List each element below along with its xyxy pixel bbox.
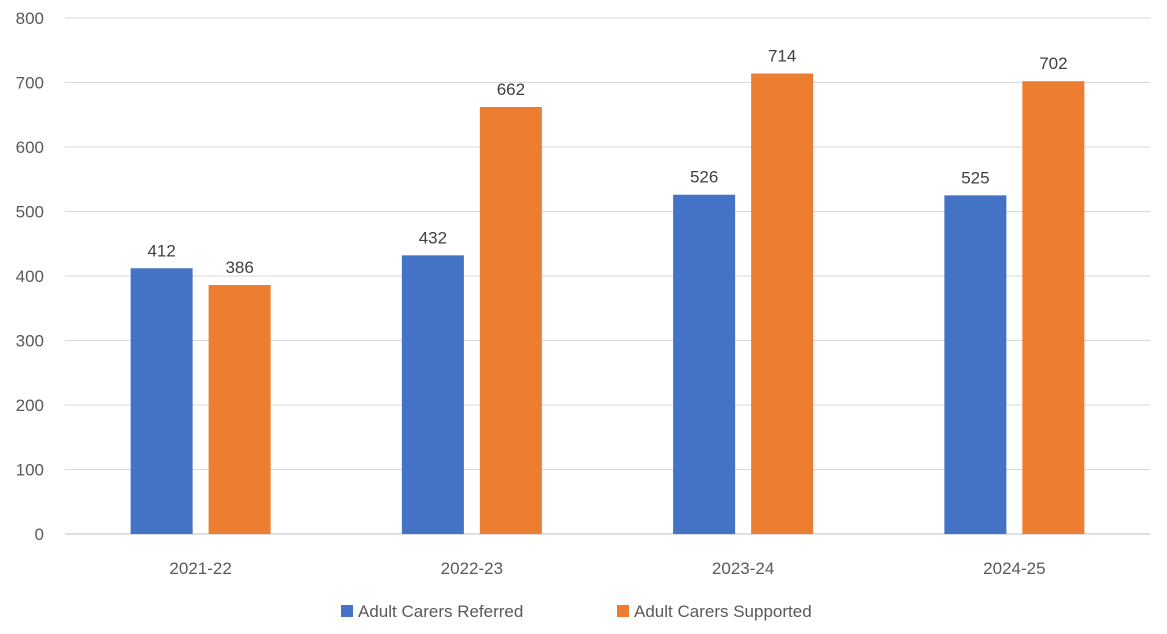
y-tick-label: 200: [16, 396, 44, 415]
legend-swatch: [617, 605, 629, 617]
bar-adult-carers-supported-2024-25: [1022, 81, 1085, 535]
x-tick-label: 2024-25: [983, 559, 1045, 578]
bar-adult-carers-supported-2021-22: [208, 285, 271, 534]
y-tick-label: 400: [16, 267, 44, 286]
data-label: 432: [419, 228, 447, 247]
bar-adult-carers-supported-2023-24: [751, 73, 814, 534]
x-axis-ticks: 2021-22 2022-23 2023-24 2024-25: [169, 559, 1045, 578]
y-tick-label: 0: [35, 525, 44, 544]
bars: [130, 73, 1085, 535]
x-tick-label: 2021-22: [169, 559, 231, 578]
bar-adult-carers-referred-2023-24: [673, 194, 736, 535]
data-label: 386: [225, 258, 253, 277]
bar-adult-carers-supported-2022-23: [479, 107, 542, 534]
y-tick-label: 700: [16, 74, 44, 93]
y-axis-ticks: 0 100 200 300 400 500 600 700 800: [16, 9, 44, 544]
data-label: 714: [768, 46, 796, 65]
legend-label: Adult Carers Supported: [634, 602, 812, 621]
data-labels: 412 386 432 662 526 714 525 702: [147, 46, 1067, 277]
data-label: 412: [147, 241, 175, 260]
bar-adult-carers-referred-2024-25: [944, 195, 1007, 534]
legend-swatch: [341, 605, 353, 617]
y-tick-label: 300: [16, 332, 44, 351]
y-tick-label: 800: [16, 9, 44, 28]
y-tick-label: 100: [16, 461, 44, 480]
data-label: 702: [1039, 54, 1067, 73]
bar-adult-carers-referred-2022-23: [401, 255, 464, 535]
x-tick-label: 2022-23: [441, 559, 503, 578]
legend: Adult Carers Referred Adult Carers Suppor…: [341, 602, 812, 621]
x-tick-label: 2023-24: [712, 559, 774, 578]
data-label: 662: [497, 80, 525, 99]
data-label: 525: [961, 168, 989, 187]
y-tick-label: 500: [16, 203, 44, 222]
legend-label: Adult Carers Referred: [358, 602, 523, 621]
data-label: 526: [690, 168, 718, 187]
y-tick-label: 600: [16, 138, 44, 157]
bar-adult-carers-referred-2021-22: [130, 268, 193, 534]
